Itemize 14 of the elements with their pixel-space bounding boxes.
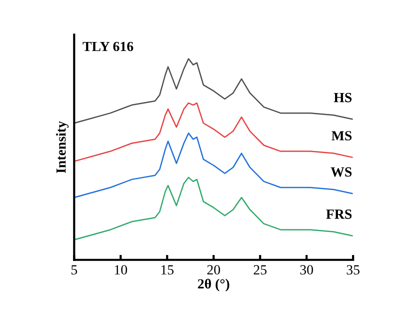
x-tick-label: 30 <box>300 265 314 275</box>
series-label: HS <box>334 92 352 102</box>
x-tick-label: 5 <box>71 265 78 275</box>
x-tick-label: 20 <box>207 265 220 275</box>
x-tick-label: 15 <box>161 265 174 275</box>
x-axis-title: 2θ (°) <box>198 278 230 292</box>
x-tick-label: 25 <box>254 265 267 275</box>
series-label: FRS <box>326 210 352 219</box>
series-label: MS <box>332 131 352 140</box>
series-label: WS <box>330 167 352 177</box>
text: TLY 616 <box>82 42 134 52</box>
x-tick-label: 35 <box>346 265 360 275</box>
x-tick-label: 10 <box>114 265 128 275</box>
y-axis-title: Intensity <box>56 121 69 174</box>
